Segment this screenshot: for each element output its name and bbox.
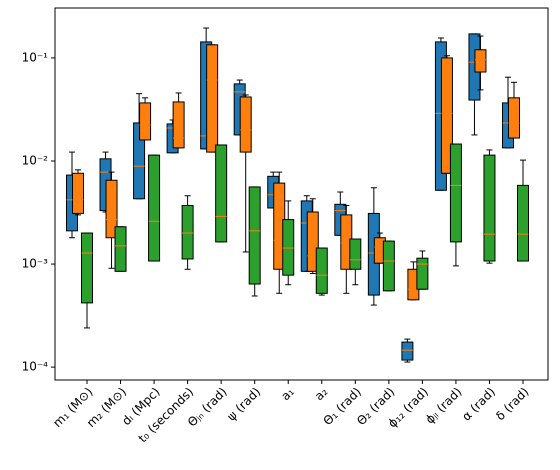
box <box>440 57 453 174</box>
box <box>382 240 395 292</box>
box <box>517 184 529 262</box>
box <box>349 238 362 270</box>
box <box>172 101 185 149</box>
y-tick-label: 10⁻³ <box>22 257 49 271</box>
x-tick-label: a₁ <box>278 385 297 404</box>
x-tick-label: ϕⱼₗ (rad) <box>423 385 465 427</box>
box <box>449 143 462 243</box>
box <box>508 97 520 139</box>
box <box>105 179 118 239</box>
y-tick-label: 10⁻² <box>22 153 49 167</box>
x-tick-label: ψ (rad) <box>224 385 263 424</box>
box <box>315 247 328 294</box>
box <box>483 154 496 262</box>
y-tick-label: 10⁻⁴ <box>22 360 49 374</box>
y-tick-label: 10⁻¹ <box>22 50 49 64</box>
box <box>416 257 429 290</box>
x-tick-label: α (rad) <box>459 385 498 424</box>
box <box>282 219 295 276</box>
box <box>306 211 319 272</box>
x-tick-label: δ (rad) <box>493 385 531 423</box>
box <box>474 49 487 73</box>
x-tick-label: a₂ <box>312 385 331 404</box>
box <box>206 44 219 153</box>
box <box>72 172 84 214</box>
box <box>401 341 414 361</box>
box <box>248 186 261 285</box>
box <box>148 154 161 262</box>
box <box>81 232 93 304</box>
box <box>215 144 228 243</box>
box <box>139 102 152 141</box>
box <box>114 226 127 272</box>
plot-frame <box>54 7 549 381</box>
box <box>239 96 252 153</box>
box <box>181 204 194 260</box>
